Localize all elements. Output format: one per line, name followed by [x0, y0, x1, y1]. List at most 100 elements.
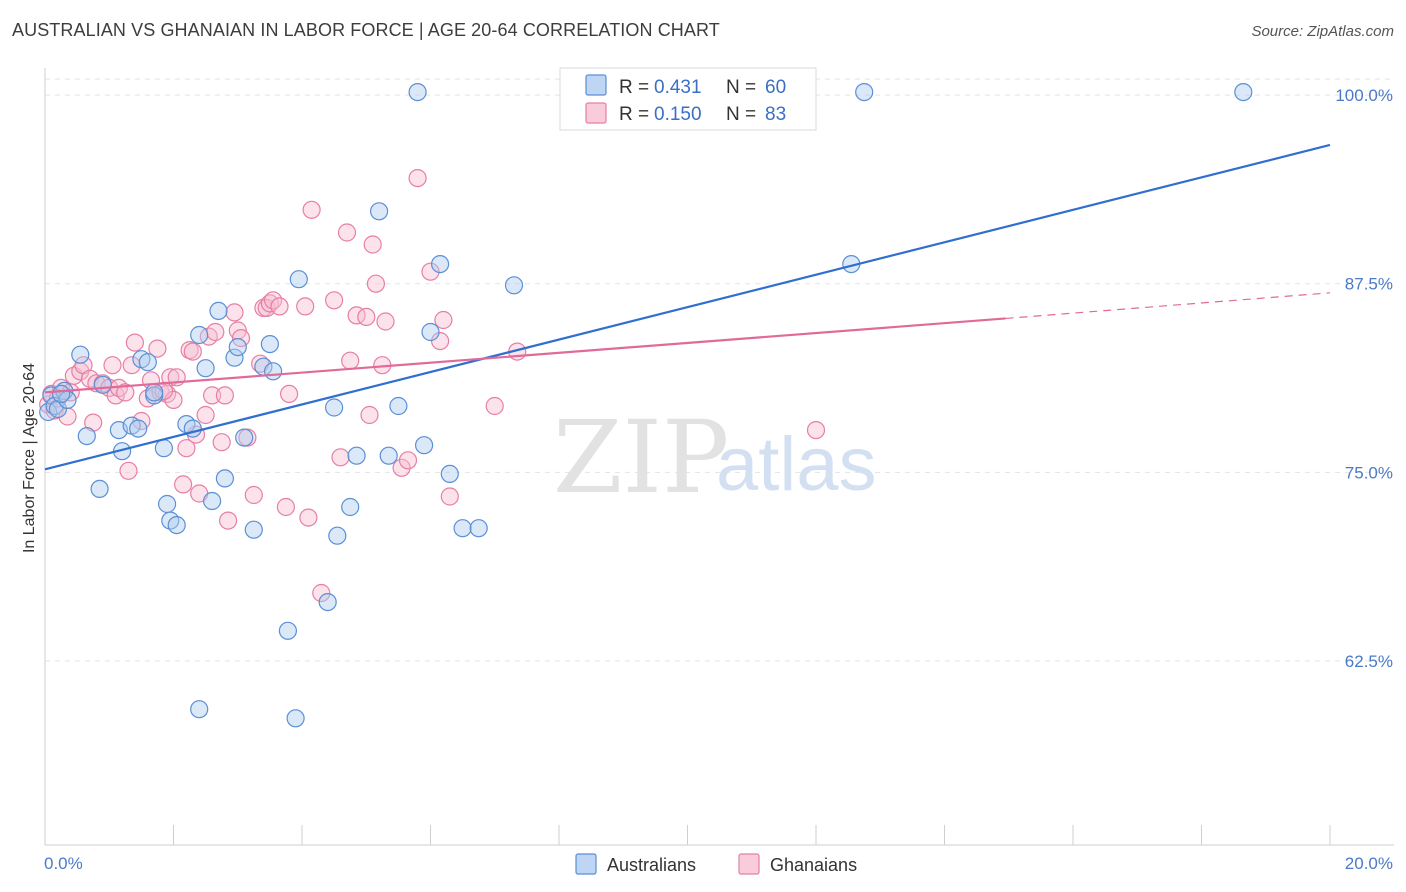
- point-australians-41: [328, 526, 347, 545]
- point-ghanaians-55: [296, 297, 315, 316]
- point-australians-52: [453, 519, 472, 538]
- point-ghanaians-57: [302, 200, 321, 219]
- point-australians-23: [190, 325, 209, 345]
- point-australians-3: [48, 399, 68, 419]
- point-australians-49: [421, 322, 440, 342]
- point-ghanaians-64: [357, 307, 376, 326]
- legend: R = 0.431 N = 60 R = 0.150 N = 83: [559, 67, 817, 131]
- watermark-atlas: atlas: [716, 422, 877, 507]
- point-australians-38: [190, 700, 209, 719]
- trend-line-australians: [44, 143, 1331, 471]
- point-ghanaians-59: [325, 291, 344, 310]
- point-ghanaians-46: [244, 485, 263, 505]
- bottom-legend-australians: Australians: [607, 855, 696, 875]
- point-ghanaians-70: [392, 458, 411, 477]
- y-tick-labels: 62.5% 75.0% 87.5% 100.0%: [1335, 86, 1393, 671]
- point-ghanaians-14: [103, 356, 122, 375]
- trend-line-ghanaians-extension: [1005, 292, 1331, 320]
- point-australians-33: [260, 335, 279, 354]
- point-ghanaians-72: [408, 169, 427, 188]
- point-ghanaians-76: [440, 487, 459, 506]
- point-australians-9: [93, 375, 112, 394]
- point-ghanaians-30: [174, 475, 193, 494]
- point-australians-15: [138, 353, 157, 372]
- point-ghanaians-37: [203, 386, 222, 405]
- y-tick-label-2: 87.5%: [1345, 275, 1393, 294]
- point-australians-34: [264, 362, 283, 381]
- point-ghanaians-79: [806, 421, 826, 440]
- watermark-zip: ZIP: [553, 399, 729, 516]
- point-australians-24: [196, 359, 215, 378]
- point-ghanaians-41: [219, 511, 238, 530]
- point-ghanaians-82: [183, 342, 202, 361]
- point-ghanaians-52: [270, 297, 289, 316]
- point-australians-37: [289, 270, 308, 289]
- legend-r-label-australians: R =: [619, 77, 649, 98]
- point-ghanaians-75: [434, 310, 453, 330]
- x-tick-label-min: 0.0%: [44, 854, 83, 873]
- point-australians-39: [318, 592, 337, 612]
- bottom-legend-swatch-australians: [575, 853, 597, 875]
- legend-n-label-australians: N =: [726, 77, 756, 98]
- y-tick-label-1: 75.0%: [1345, 463, 1393, 482]
- point-ghanaians-20: [125, 333, 144, 352]
- point-australians-7: [77, 427, 96, 446]
- point-australians-44: [370, 202, 389, 221]
- point-australians-59: [145, 383, 164, 402]
- point-australians-53: [469, 519, 488, 538]
- axes: [44, 68, 1394, 846]
- point-ghanaians-60: [331, 448, 350, 467]
- grid-lines: [45, 78, 1394, 662]
- point-ghanaians-67: [366, 274, 385, 293]
- legend-n-label-ghanaians: N =: [726, 104, 756, 125]
- y-axis-label: In Labor Force | Age 20-64: [21, 363, 38, 553]
- point-ghanaians-42: [225, 303, 244, 322]
- legend-n-value-australians: 60: [765, 77, 786, 98]
- bottom-legend: Australians Ghanaians: [575, 853, 857, 875]
- point-ghanaians-24: [148, 339, 167, 358]
- point-australians-27: [215, 469, 234, 488]
- point-australians-18: [158, 494, 177, 514]
- point-ghanaians-17: [116, 383, 135, 402]
- point-australians-20: [167, 515, 186, 535]
- point-australians-51: [440, 464, 459, 483]
- point-ghanaians-69: [376, 312, 395, 331]
- point-ghanaians-73: [421, 262, 440, 281]
- point-australians-55: [855, 82, 874, 102]
- point-australians-45: [379, 446, 398, 465]
- point-ghanaians-35: [196, 405, 215, 425]
- point-ghanaians-62: [341, 351, 360, 370]
- point-ghanaians-58: [312, 583, 331, 603]
- point-ghanaians-56: [299, 508, 318, 527]
- point-australians-40: [325, 398, 344, 417]
- bottom-legend-ghanaians: Ghanaians: [770, 855, 857, 875]
- point-australians-47: [408, 82, 427, 102]
- point-australians-50: [431, 255, 450, 274]
- point-ghanaians-77: [485, 396, 504, 416]
- chart-source: Source: ZipAtlas.com: [1251, 23, 1394, 40]
- bottom-legend-swatch-ghanaians: [738, 853, 760, 875]
- legend-n-value-ghanaians: 83: [765, 104, 786, 125]
- series-ghanaians: [39, 169, 826, 603]
- point-australians-6: [71, 345, 90, 364]
- point-australians-8: [90, 479, 109, 498]
- point-ghanaians-53: [276, 497, 295, 517]
- point-ghanaians-38: [206, 322, 225, 342]
- y-tick-label-0: 62.5%: [1345, 652, 1393, 671]
- chart-title: AUSTRALIAN VS GHANAIAN IN LABOR FORCE | …: [12, 20, 720, 40]
- trend-line-ghanaians: [44, 317, 1006, 394]
- point-ghanaians-54: [280, 384, 299, 403]
- point-australians-29: [228, 338, 247, 357]
- point-australians-28: [225, 348, 244, 367]
- legend-r-value-australians: 0.431: [654, 77, 702, 98]
- point-australians-48: [415, 436, 434, 455]
- point-australians-42: [341, 497, 360, 517]
- legend-r-label-ghanaians: R =: [619, 104, 649, 125]
- point-australians-46: [389, 396, 408, 416]
- point-australians-17: [154, 439, 173, 458]
- x-tick-labels: 0.0% 20.0%: [44, 854, 1393, 873]
- point-australians-30: [235, 428, 254, 447]
- point-ghanaians-65: [360, 405, 379, 425]
- legend-swatch-australians: [585, 74, 607, 96]
